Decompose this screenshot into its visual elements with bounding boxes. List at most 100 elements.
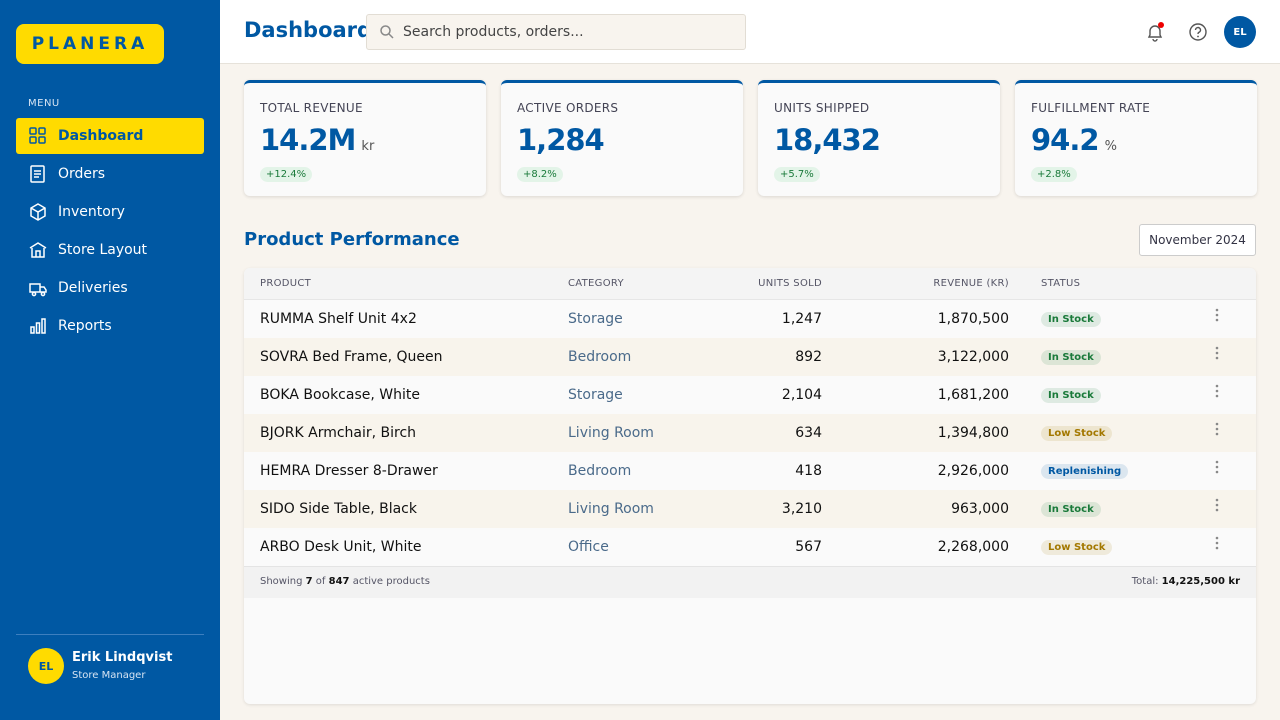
kpi-change: +8.2%	[517, 167, 563, 182]
nav-label: Dashboard	[58, 128, 144, 144]
help[interactable]	[1188, 22, 1208, 42]
column-header: PRODUCT	[260, 278, 312, 289]
cell-revenue: 1,681,200	[937, 387, 1009, 403]
kebab-icon	[1215, 498, 1219, 512]
cell-category: Storage	[568, 311, 623, 327]
kebab-icon	[1215, 422, 1219, 436]
kpi-change: +5.7%	[774, 167, 820, 182]
nav-item[interactable]: Reports	[16, 308, 204, 344]
nav-label: Store Layout	[58, 242, 148, 258]
cell-product: ARBO Desk Unit, White	[260, 539, 422, 555]
status-badge: In Stock	[1041, 501, 1101, 517]
row-menu[interactable]	[1212, 372, 1222, 410]
nav-label: Inventory	[58, 204, 125, 220]
row-menu[interactable]	[1212, 410, 1222, 448]
table-footer: Showing 7 of 847 active products Total: 1…	[244, 566, 1256, 598]
row-menu[interactable]	[1212, 296, 1222, 334]
column-header: UNITS SOLD	[758, 278, 822, 289]
kpi-unit: kr	[361, 139, 375, 154]
column-header: REVENUE (KR)	[933, 278, 1009, 289]
total-value: 14,225,500 kr	[1161, 576, 1240, 587]
page-title: Dashboard	[244, 18, 373, 42]
kpi-change: +2.8%	[1031, 167, 1077, 182]
cell-product: SIDO Side Table, Black	[260, 501, 417, 517]
cell-product: RUMMA Shelf Unit 4x2	[260, 311, 417, 327]
kpi-value: 14.2M	[260, 123, 356, 157]
user-avatar[interactable]: EL	[28, 648, 64, 684]
sidebar: PLANERA MENU Dashboard Orders Inventory Sto…	[0, 0, 220, 720]
avatar[interactable]: EL	[1224, 16, 1256, 48]
nav-item[interactable]: Inventory	[16, 194, 204, 230]
search-icon	[380, 25, 394, 39]
total-label: Total:	[1131, 576, 1159, 587]
cell-revenue: 2,268,000	[937, 539, 1009, 555]
cell-units-sold: 2,104	[781, 387, 822, 403]
search-placeholder: Search products, orders...	[403, 24, 584, 40]
user-role: Store Manager	[72, 670, 146, 681]
cell-revenue: 1,870,500	[937, 311, 1009, 327]
cell-units-sold: 634	[795, 425, 822, 441]
section-title: Product Performance	[244, 229, 460, 250]
row-menu[interactable]	[1212, 334, 1222, 372]
table-row: BOKA Bookcase, White Storage 2,104 1,681,20…	[244, 376, 1256, 414]
period-selector[interactable]: November 2024	[1139, 224, 1256, 256]
status-badge: In Stock	[1041, 349, 1101, 365]
row-menu[interactable]	[1212, 524, 1222, 562]
status-badge: In Stock	[1041, 311, 1101, 327]
logo[interactable]: PLANERA	[16, 24, 164, 64]
footer-text: of	[315, 576, 326, 587]
cell-revenue: 963,000	[951, 501, 1009, 517]
cell-category: Living Room	[568, 425, 654, 441]
kebab-icon	[1215, 384, 1219, 398]
kebab-icon	[1215, 346, 1219, 360]
nav-icon	[29, 242, 47, 258]
nav-item[interactable]: Orders	[16, 156, 204, 192]
table-row: RUMMA Shelf Unit 4x2 Storage 1,247 1,870,50…	[244, 300, 1256, 338]
divider	[16, 634, 204, 635]
kpi-label: UNITS SHIPPED	[774, 101, 870, 115]
nav-item[interactable]: Dashboard	[16, 118, 204, 154]
cell-product: BOKA Bookcase, White	[260, 387, 420, 403]
cell-category: Living Room	[568, 501, 654, 517]
cell-units-sold: 892	[795, 349, 822, 365]
cell-units-sold: 3,210	[781, 501, 822, 517]
cell-category: Office	[568, 539, 609, 555]
nav-icon	[29, 283, 47, 297]
table-row: BJORK Armchair, Birch Living Room 634 1,394…	[244, 414, 1256, 452]
kebab-icon	[1215, 308, 1219, 322]
nav-icon	[30, 318, 46, 334]
cell-revenue: 3,122,000	[937, 349, 1009, 365]
kpi-label: TOTAL REVENUE	[260, 101, 363, 115]
notifications[interactable]	[1144, 22, 1166, 44]
cell-status: In Stock	[1041, 490, 1101, 528]
nav-item[interactable]: Store Layout	[16, 232, 204, 268]
kpi-label: FULFILLMENT RATE	[1031, 101, 1151, 115]
cell-status: Low Stock	[1041, 414, 1113, 452]
cell-status: Replenishing	[1041, 452, 1129, 490]
status-badge: Replenishing	[1041, 463, 1129, 479]
user-name: Erik Lindqvist	[72, 650, 173, 665]
kpi-value: 94.2	[1031, 123, 1100, 157]
row-menu[interactable]	[1212, 486, 1222, 524]
kpi-unit: %	[1104, 139, 1117, 154]
kpi-value: 18,432	[774, 123, 881, 157]
kpi-change: +12.4%	[260, 167, 313, 182]
cell-units-sold: 567	[795, 539, 822, 555]
row-menu[interactable]	[1212, 448, 1222, 486]
topbar: Dashboard Search products, orders... EL	[220, 0, 1280, 64]
kpi-value-wrap: 94.2%	[1031, 123, 1117, 157]
cell-product: SOVRA Bed Frame, Queen	[260, 349, 443, 365]
cell-units-sold: 418	[795, 463, 822, 479]
cell-product: BJORK Armchair, Birch	[260, 425, 417, 441]
kpi-label: ACTIVE ORDERS	[517, 101, 619, 115]
search-box[interactable]: Search products, orders...	[366, 14, 746, 50]
cell-status: In Stock	[1041, 376, 1101, 414]
table-card: Showing 7 of 847 active products Total: 1…	[244, 268, 1256, 704]
column-header: CATEGORY	[568, 278, 624, 289]
kpi-card: ACTIVE ORDERS 1,284 +8.2%	[501, 80, 743, 196]
table-row: SOVRA Bed Frame, Queen Bedroom 892 3,122,00…	[244, 338, 1256, 376]
cell-category: Storage	[568, 387, 623, 403]
nav-item[interactable]: Deliveries	[16, 270, 204, 306]
footer-left: Showing 7 of 847 active products	[260, 576, 430, 587]
nav-label: Orders	[58, 166, 106, 182]
